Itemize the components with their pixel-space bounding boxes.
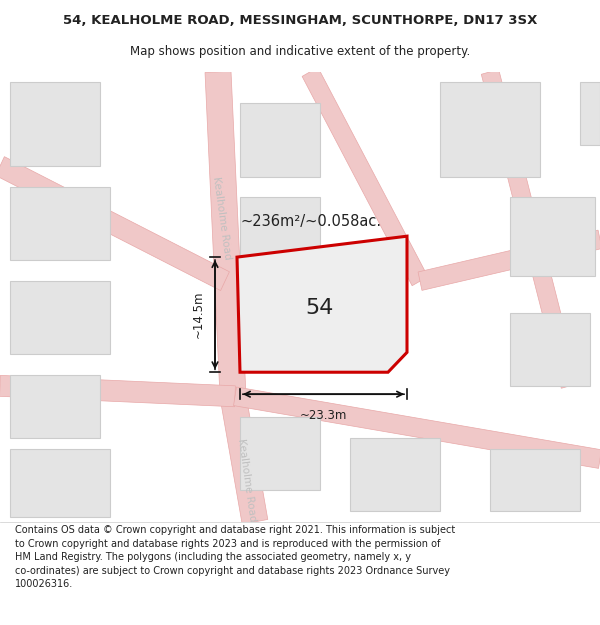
Bar bbox=[350, 438, 440, 511]
Bar bbox=[240, 418, 320, 491]
Bar bbox=[10, 281, 110, 354]
Polygon shape bbox=[302, 68, 428, 286]
Polygon shape bbox=[220, 394, 268, 524]
Polygon shape bbox=[481, 69, 578, 388]
Text: Kealholme Road: Kealholme Road bbox=[211, 176, 233, 261]
Bar bbox=[10, 187, 110, 260]
Text: ~236m²/~0.058ac.: ~236m²/~0.058ac. bbox=[240, 214, 381, 229]
Text: 54: 54 bbox=[305, 298, 334, 318]
Bar bbox=[240, 103, 320, 176]
Bar bbox=[10, 82, 100, 166]
Bar bbox=[10, 376, 100, 438]
Text: 54, KEALHOLME ROAD, MESSINGHAM, SCUNTHORPE, DN17 3SX: 54, KEALHOLME ROAD, MESSINGHAM, SCUNTHOR… bbox=[63, 14, 537, 27]
Bar bbox=[240, 198, 320, 281]
Bar bbox=[490, 449, 580, 511]
Polygon shape bbox=[0, 157, 229, 291]
Polygon shape bbox=[0, 376, 235, 407]
Bar bbox=[440, 82, 540, 176]
Bar bbox=[10, 449, 110, 517]
Polygon shape bbox=[233, 387, 600, 468]
Bar bbox=[510, 312, 590, 386]
Text: ~23.3m: ~23.3m bbox=[300, 409, 347, 422]
Bar bbox=[580, 82, 600, 145]
Text: ~14.5m: ~14.5m bbox=[192, 291, 205, 338]
Text: Kealholme Road: Kealholme Road bbox=[236, 438, 258, 522]
Polygon shape bbox=[205, 71, 246, 397]
Bar bbox=[510, 198, 595, 276]
Polygon shape bbox=[418, 230, 600, 291]
Text: Map shows position and indicative extent of the property.: Map shows position and indicative extent… bbox=[130, 45, 470, 58]
Polygon shape bbox=[237, 236, 407, 372]
Text: Contains OS data © Crown copyright and database right 2021. This information is : Contains OS data © Crown copyright and d… bbox=[15, 525, 455, 589]
